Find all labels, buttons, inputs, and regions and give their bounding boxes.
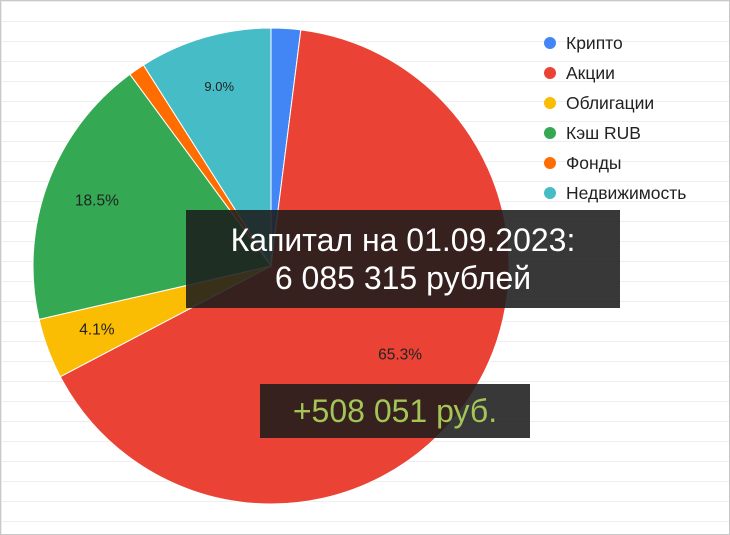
legend-swatch-icon: [544, 127, 556, 139]
data-label-6: 9.0%: [204, 79, 234, 94]
data-label-4: 18.5%: [75, 193, 119, 210]
pie-data-labels: 65.3% 4.1% 18.5% 9.0%: [75, 79, 422, 363]
legend-item-2: Акции: [544, 58, 686, 88]
legend-swatch-icon: [544, 67, 556, 79]
legend-item-3: Облигации: [544, 88, 686, 118]
legend-item-5: Фонды: [544, 148, 686, 178]
legend-swatch-icon: [544, 97, 556, 109]
legend-item-6: Недвижимость: [544, 178, 686, 208]
legend-label: Кэш RUB: [566, 122, 641, 143]
capital-title: Капитал на 01.09.2023:: [230, 222, 576, 258]
legend-label: Акции: [566, 62, 615, 83]
legend-swatch-icon: [544, 37, 556, 49]
legend-swatch-icon: [544, 157, 556, 169]
legend-item-4: Кэш RUB: [544, 118, 686, 148]
legend: Крипто Акции Облигации Кэш RUB Фонды Недвижим…: [544, 28, 686, 208]
capital-change-overlay: +508 051 руб.: [260, 384, 530, 438]
legend-label: Фонды: [566, 152, 622, 173]
capital-amount: 6 085 315 рублей: [274, 260, 532, 296]
legend-label: Крипто: [566, 32, 623, 53]
data-label-2: 65.3%: [378, 347, 422, 364]
data-label-3: 4.1%: [79, 322, 115, 339]
legend-label: Недвижимость: [566, 182, 687, 203]
legend-item-1: Крипто: [544, 28, 686, 58]
capital-overlay: Капитал на 01.09.2023: 6 085 315 рублей: [186, 210, 620, 308]
pie-slice-6: [142, 27, 272, 268]
legend-swatch-icon: [544, 187, 556, 199]
legend-label: Облигации: [566, 92, 655, 113]
